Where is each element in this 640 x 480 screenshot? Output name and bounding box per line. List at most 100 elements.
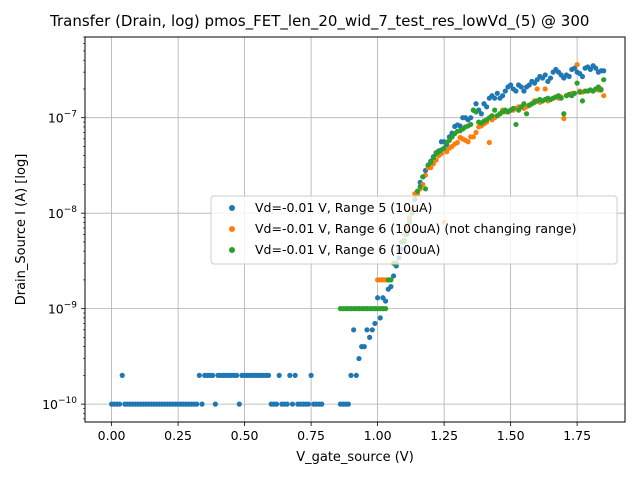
data-point-series-1 <box>196 372 202 378</box>
data-point-series-2 <box>486 139 492 146</box>
data-point-series-2 <box>574 61 580 68</box>
data-point-series-1 <box>372 320 378 327</box>
data-point-series-3 <box>561 111 567 117</box>
data-point-series-1 <box>601 68 607 74</box>
plot-frame <box>84 36 626 423</box>
data-point-series-3 <box>473 109 479 115</box>
data-point-series-3 <box>422 186 429 192</box>
data-point-series-1 <box>473 101 479 107</box>
data-point-series-1 <box>521 88 527 94</box>
x-tick-label: 1.25 <box>430 428 458 443</box>
data-point-series-1 <box>199 401 205 407</box>
data-point-series-1 <box>526 82 532 88</box>
data-point-series-1 <box>390 273 397 279</box>
data-point-series-3 <box>428 159 434 166</box>
x-tick-label: 1.75 <box>563 428 591 443</box>
data-point-series-1 <box>492 95 498 101</box>
data-point-series-3 <box>523 111 530 117</box>
data-point-series-1 <box>500 93 506 99</box>
data-point-series-1 <box>518 84 524 90</box>
data-point-series-1 <box>305 401 312 407</box>
x-tick-label: 1.50 <box>497 428 525 443</box>
data-point-series-1 <box>353 372 359 378</box>
data-point-series-3 <box>571 90 578 96</box>
x-tick-label: 0.75 <box>297 428 325 443</box>
legend-marker-series-1 <box>229 205 235 211</box>
data-point-series-2 <box>454 139 461 146</box>
data-point-series-1 <box>377 315 383 321</box>
data-point-series-2 <box>601 93 607 99</box>
y-axis-label: Drain_Source I (A) [log] <box>14 154 29 306</box>
data-point-series-3 <box>382 306 389 312</box>
data-point-series-3 <box>521 101 527 107</box>
data-point-series-2 <box>465 139 471 145</box>
legend-label-series-3: Vd=-0.01 V, Range 6 (100uA) <box>255 242 440 257</box>
data-point-series-3 <box>489 113 495 119</box>
data-point-series-1 <box>319 401 325 407</box>
data-point-series-1 <box>284 401 290 407</box>
data-point-series-1 <box>547 75 554 81</box>
data-point-series-1 <box>194 401 200 407</box>
y-tick-label: 10−7 <box>48 110 77 126</box>
data-point-series-1 <box>502 88 508 94</box>
points-layer <box>109 61 607 407</box>
data-point-series-3 <box>388 277 394 283</box>
y-tick-label: 10−8 <box>48 205 77 221</box>
data-point-series-3 <box>420 174 426 180</box>
x-axis-label: V_gate_source (V) <box>296 450 414 465</box>
y-tick-label: 10−10 <box>42 396 77 412</box>
x-tick-label: 0.25 <box>164 428 192 443</box>
data-point-series-1 <box>361 344 367 350</box>
data-point-series-3 <box>468 121 474 128</box>
data-point-series-1 <box>468 115 474 121</box>
data-point-series-3 <box>579 98 586 104</box>
data-point-series-1 <box>542 72 548 78</box>
data-point-series-1 <box>119 372 125 378</box>
legend-marker-series-3 <box>229 247 235 253</box>
data-point-series-1 <box>375 295 381 301</box>
data-point-series-2 <box>470 134 476 140</box>
data-point-series-1 <box>367 334 373 340</box>
data-point-series-1 <box>212 401 218 407</box>
data-point-series-3 <box>417 183 423 190</box>
x-tick-label: 0.00 <box>98 428 126 443</box>
x-tick-label: 0.50 <box>231 428 259 443</box>
legend-label-series-1: Vd=-0.01 V, Range 5 (10uA) <box>255 200 432 215</box>
data-point-series-1 <box>234 372 240 378</box>
data-point-series-1 <box>289 401 296 407</box>
data-point-series-2 <box>444 149 450 155</box>
data-point-series-3 <box>513 121 519 128</box>
data-point-series-1 <box>116 401 123 407</box>
data-point-series-1 <box>356 355 362 362</box>
data-point-series-1 <box>345 401 351 407</box>
legend-marker-series-2 <box>229 226 235 232</box>
data-point-series-3 <box>430 155 437 161</box>
data-point-series-3 <box>441 145 447 151</box>
data-point-series-1 <box>382 298 389 304</box>
data-point-series-1 <box>587 66 594 73</box>
data-point-series-1 <box>566 73 572 80</box>
data-point-series-1 <box>571 65 578 71</box>
data-point-series-2 <box>473 129 479 136</box>
data-point-series-1 <box>388 284 394 290</box>
data-point-series-1 <box>364 327 370 333</box>
data-point-series-1 <box>513 88 519 94</box>
data-point-series-1 <box>265 372 272 378</box>
ticks-layer: 0.00 0.25 0.50 0.75 1.00 1.25 1.50 1.75 10−10 10−… <box>42 36 591 443</box>
y-tick-label: 10−9 <box>48 301 77 317</box>
data-point-series-1 <box>593 65 599 71</box>
legend-label-series-2: Vd=-0.01 V, Range 6 (100uA) (not changin… <box>255 221 577 236</box>
chart-title: Transfer (Drain, log) pmos_FET_len_20_wi… <box>49 12 589 31</box>
legend-box <box>210 195 618 265</box>
data-point-series-3 <box>414 188 421 194</box>
legend: Vd=-0.01 V, Range 5 (10uA) Vd=-0.01 V, R… <box>210 195 618 265</box>
data-point-series-1 <box>508 82 514 88</box>
data-point-series-1 <box>273 401 280 407</box>
data-point-series-3 <box>510 105 516 112</box>
data-point-series-3 <box>598 87 604 93</box>
data-point-series-1 <box>494 90 500 96</box>
data-point-series-2 <box>561 115 567 122</box>
data-point-series-1 <box>276 372 282 378</box>
